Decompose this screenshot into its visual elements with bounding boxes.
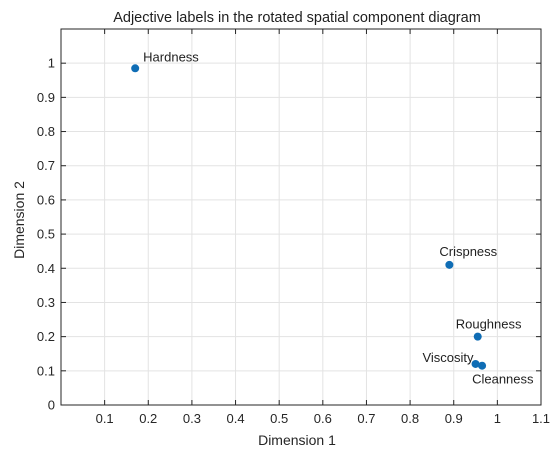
y-tick-label: 0.7 (37, 158, 55, 173)
grid-layer (61, 29, 541, 405)
point-label-layer: Hardness Crispness Roughness Viscosity Clean… (143, 49, 534, 386)
x-tick-label: 0.7 (357, 411, 375, 426)
y-tick-label: 0.2 (37, 329, 55, 344)
point-layer (131, 64, 487, 370)
y-tick-label: 0.8 (37, 124, 55, 139)
y-tick-label: 0.4 (37, 261, 55, 276)
y-tick-label: 0 (48, 398, 55, 413)
data-point-hardness (131, 64, 140, 73)
x-tick-label: 0.9 (445, 411, 463, 426)
y-axis-label: Dimension 2 (11, 181, 27, 259)
point-label-viscosity: Viscosity (422, 350, 474, 365)
point-label-hardness: Hardness (143, 49, 199, 64)
x-tick-label: 0.2 (139, 411, 157, 426)
y-tick-label: 1 (48, 56, 55, 71)
data-point-viscosity (471, 359, 480, 368)
x-tick-label: 1.1 (532, 411, 550, 426)
y-tick-label: 0.5 (37, 227, 55, 242)
y-tick-label: 0.9 (37, 90, 55, 105)
point-label-crispness: Crispness (439, 244, 497, 259)
tick-layer: 0.1 0.2 0.3 0.4 0.5 0.6 0.7 0.8 0.9 1 1.1 0 0.1 0.2 0.… (37, 29, 550, 426)
x-tick-label: 1 (494, 411, 501, 426)
point-label-roughness: Roughness (456, 317, 522, 332)
data-point-crispness (445, 260, 454, 269)
x-tick-label: 0.6 (314, 411, 332, 426)
chart-title: Adjective labels in the rotated spatial … (113, 10, 481, 26)
plot-area-frame (60, 28, 542, 406)
x-tick-label: 0.1 (96, 411, 114, 426)
data-point-roughness (473, 332, 482, 341)
x-axis-label: Dimension 1 (258, 432, 336, 448)
x-tick-label: 0.3 (183, 411, 201, 426)
y-tick-label: 0.6 (37, 192, 55, 207)
y-tick-label: 0.3 (37, 295, 55, 310)
point-label-cleanness: Cleanness (472, 372, 534, 387)
x-tick-label: 0.5 (270, 411, 288, 426)
y-tick-label: 0.1 (37, 363, 55, 378)
x-tick-label: 0.8 (401, 411, 419, 426)
x-tick-label: 0.4 (227, 411, 245, 426)
data-point-cleanness (478, 361, 487, 370)
